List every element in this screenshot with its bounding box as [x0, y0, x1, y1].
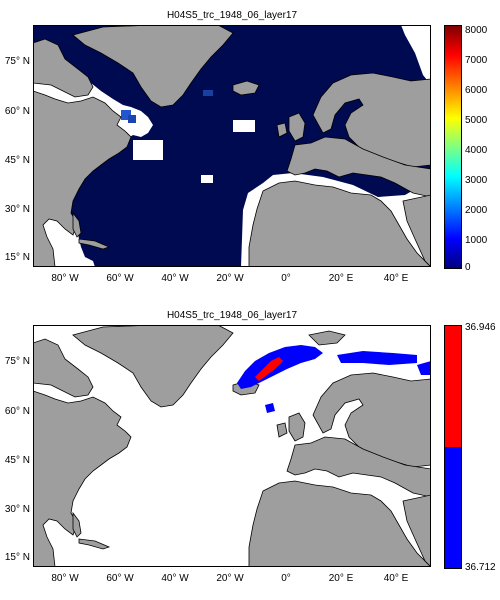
lat-tick-label: 15° N	[4, 552, 30, 563]
lat-tick-label: 45° N	[4, 455, 30, 466]
land-caribbean	[78, 538, 111, 550]
land-greenland	[72, 325, 234, 408]
colorbar	[444, 25, 462, 269]
land-canada-north	[33, 338, 94, 398]
panel-title: H04S5_trc_1948_06_layer17	[166, 310, 298, 321]
lon-tick-label: 80° W	[51, 273, 79, 284]
lon-tick-label: 20° E	[328, 273, 354, 284]
no-data-patch	[233, 120, 255, 132]
lon-tick-label: 60° W	[106, 273, 134, 284]
colorbar-tick-label: 1000	[465, 235, 488, 246]
data-cell	[121, 110, 131, 120]
land-british-isles	[288, 112, 306, 142]
land-north-america	[33, 90, 132, 267]
colorbar-tick-label: 5000	[465, 115, 488, 126]
lon-tick-label: 0°	[281, 273, 291, 284]
colorbar-tick-label: 4000	[465, 145, 488, 156]
land-canada-north	[33, 38, 94, 98]
land-north-america	[33, 390, 132, 567]
map-panel-bottom: H04S5_trc_1948_06_layer17 75° N 60° N 45…	[0, 300, 500, 600]
map-plot	[33, 325, 431, 567]
lon-tick-label: 0°	[281, 573, 291, 584]
lat-tick-label: 30° N	[4, 504, 30, 515]
panel-title: H04S5_trc_1948_06_layer17	[166, 10, 298, 21]
lon-tick-label: 40° E	[383, 273, 409, 284]
lat-tick-label: 30° N	[4, 204, 30, 215]
no-data-patch	[133, 140, 163, 160]
lat-tick-label: 60° N	[4, 106, 30, 117]
lat-tick-label: 15° N	[4, 252, 30, 263]
salinity-high-region	[255, 357, 283, 381]
lon-tick-label: 40° E	[383, 573, 409, 584]
lon-tick-label: 20° E	[328, 573, 354, 584]
land-ireland	[276, 422, 288, 438]
land-africa	[248, 180, 431, 267]
colorbar-tick-label: 3000	[465, 175, 488, 186]
lat-tick-label: 45° N	[4, 155, 30, 166]
land-british-isles	[288, 412, 306, 442]
land-caribbean	[78, 238, 111, 250]
salinity-low-region	[337, 351, 417, 365]
land-europe	[286, 136, 431, 198]
colorbar-tick-label: 36.946	[465, 322, 496, 333]
colorbar-tick-label: 8000	[465, 25, 488, 36]
colorbar-tick-label: 0	[465, 262, 471, 273]
lon-tick-label: 40° W	[161, 573, 189, 584]
colorbar-tick-label: 7000	[465, 55, 488, 66]
map-panel-top: H04S5_trc_1948_06_layer17	[4, 10, 488, 284]
no-data-patch	[201, 175, 213, 183]
land-iceland	[232, 80, 260, 96]
land-svalbard	[308, 330, 346, 346]
land-arabia	[402, 494, 431, 567]
land-florida	[72, 211, 82, 238]
land-europe	[286, 436, 431, 498]
map-plot	[33, 25, 431, 267]
land-florida	[72, 511, 82, 538]
lon-tick-label: 40° W	[161, 273, 189, 284]
lon-tick-label: 60° W	[106, 573, 134, 584]
lon-tick-label: 80° W	[51, 573, 79, 584]
lat-tick-label: 75° N	[4, 56, 30, 67]
lat-tick-label: 75° N	[4, 356, 30, 367]
colorbar-tick-label: 2000	[465, 205, 488, 216]
data-cell	[128, 115, 136, 123]
data-cell	[203, 90, 213, 96]
lon-tick-label: 20° W	[216, 273, 244, 284]
colorbar-tick-label: 6000	[465, 85, 488, 96]
lon-tick-label: 20° W	[216, 573, 244, 584]
colorbar	[444, 325, 462, 569]
land-africa	[248, 480, 431, 567]
land-ireland	[276, 122, 288, 138]
salinity-low-region	[265, 403, 275, 413]
land-greenland	[72, 25, 234, 108]
salinity-low-region	[417, 361, 431, 375]
lat-tick-label: 60° N	[4, 406, 30, 417]
colorbar-tick-label: 36.712	[465, 562, 496, 573]
land-arabia	[402, 194, 431, 267]
